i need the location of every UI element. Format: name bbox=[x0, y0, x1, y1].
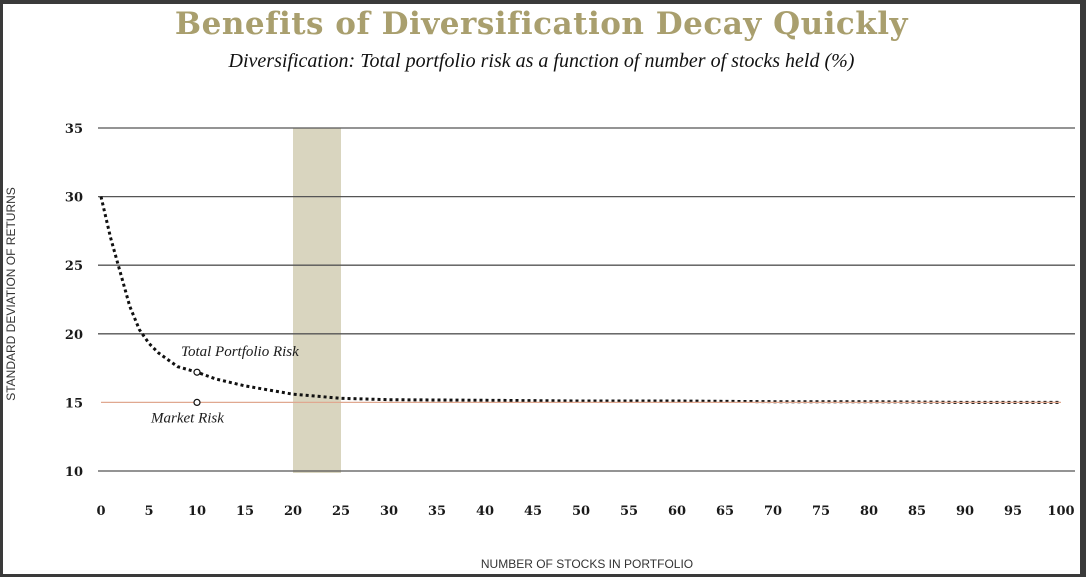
chart-plot: 10 15 20 25 30 35 0 5 10 15 20 25 30 35 40 45 50 55 60 65 70… bbox=[4, 122, 1075, 571]
x-tick-label: 30 bbox=[380, 504, 398, 519]
x-tick-label: 60 bbox=[668, 504, 686, 519]
x-tick-label: 100 bbox=[1047, 504, 1074, 519]
x-tick-label: 90 bbox=[956, 504, 974, 519]
x-tick-label: 25 bbox=[332, 504, 350, 519]
y-tick-label: 10 bbox=[65, 465, 83, 480]
x-tick-label: 65 bbox=[716, 504, 734, 519]
y-tick-label: 30 bbox=[65, 191, 83, 206]
x-tick-label: 55 bbox=[620, 504, 638, 519]
x-tick-label: 10 bbox=[188, 504, 206, 519]
x-tick-label: 75 bbox=[812, 504, 830, 519]
chart-title: Benefits of Diversification Decay Quickl… bbox=[174, 6, 909, 42]
x-tick-label: 95 bbox=[1004, 504, 1022, 519]
x-tick-label: 45 bbox=[524, 504, 542, 519]
x-tick-label: 0 bbox=[96, 504, 105, 519]
x-tick-label: 70 bbox=[764, 504, 782, 519]
x-tick-label: 5 bbox=[144, 504, 153, 519]
x-tick-label: 85 bbox=[908, 504, 926, 519]
x-axis-label: NUMBER OF STOCKS IN PORTFOLIO bbox=[481, 557, 693, 571]
y-tick-label: 25 bbox=[65, 259, 83, 274]
annotation-label: Total Portfolio Risk bbox=[181, 344, 299, 360]
x-tick-label: 35 bbox=[428, 504, 446, 519]
annotation-marker bbox=[193, 398, 201, 406]
annotation-marker bbox=[193, 368, 201, 376]
series-line-0 bbox=[99, 196, 1061, 404]
y-tick-label: 15 bbox=[65, 396, 83, 411]
y-tick-label: 20 bbox=[65, 328, 83, 343]
x-tick-label: 20 bbox=[284, 504, 302, 519]
highlight-band bbox=[293, 128, 341, 473]
chart-subtitle: Diversification: Total portfolio risk as… bbox=[228, 50, 855, 72]
y-axis-label: STANDARD DEVIATION OF RETURNS bbox=[4, 187, 18, 401]
x-tick-label: 50 bbox=[572, 504, 590, 519]
x-tick-label: 15 bbox=[236, 504, 254, 519]
x-tick-label: 80 bbox=[860, 504, 878, 519]
y-tick-label: 35 bbox=[65, 122, 83, 137]
annotation-label: Market Risk bbox=[150, 410, 224, 426]
chart-panel: Benefits of Diversification Decay Quickl… bbox=[3, 4, 1080, 574]
x-tick-label: 40 bbox=[476, 504, 494, 519]
